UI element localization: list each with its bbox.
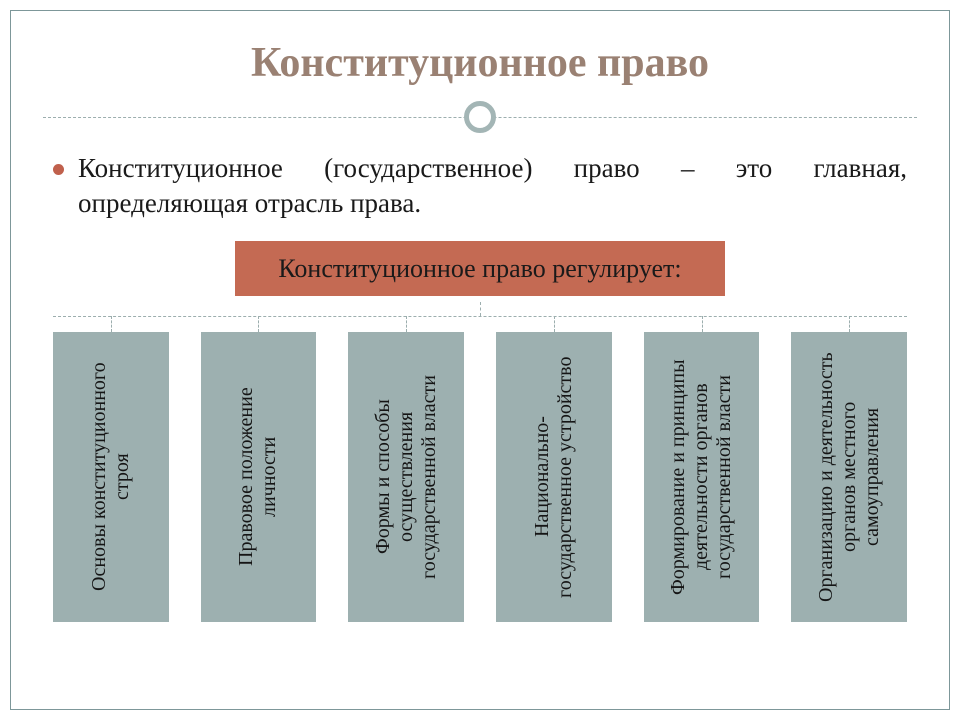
definition-text: Конституционное (государственное) право … <box>78 151 907 221</box>
child-label: Правовое положение личности <box>231 337 285 617</box>
child-connector <box>849 316 850 332</box>
child-connector <box>554 316 555 332</box>
connector-stem <box>480 302 481 316</box>
bullet-icon <box>53 164 64 175</box>
child-label: Формирование и принципы деятельности орг… <box>663 337 740 617</box>
child-connector <box>258 316 259 332</box>
child-label: Организацию и деятельность органов местн… <box>811 337 888 617</box>
child-node: Основы конституционного строя <box>53 332 169 622</box>
child-label: Основы конституционного строя <box>84 337 138 617</box>
child-connector <box>406 316 407 332</box>
children-row: Основы конституционного строя Правовое п… <box>53 332 907 622</box>
child-node: Национально-государственное устройство <box>496 332 612 622</box>
child-node: Правовое положение личности <box>201 332 317 622</box>
hierarchy-diagram: Конституционное право регулирует: Основы… <box>53 241 907 622</box>
child-node: Организацию и деятельность органов местн… <box>791 332 907 622</box>
child-connector <box>111 316 112 332</box>
divider-circle-icon <box>464 101 496 133</box>
child-label: Формы и способы осуществления государств… <box>368 337 445 617</box>
child-label: Национально-государственное устройство <box>527 337 581 617</box>
title-divider <box>43 99 917 135</box>
root-node: Конституционное право регулирует: <box>235 241 725 296</box>
slide-title: Конституционное право <box>11 11 949 99</box>
child-connector <box>702 316 703 332</box>
connector-horizontal <box>53 316 907 317</box>
child-node: Формы и способы осуществления государств… <box>348 332 464 622</box>
child-node: Формирование и принципы деятельности орг… <box>644 332 760 622</box>
connector-zone <box>53 302 907 332</box>
slide-frame: Конституционное право Конституционное (г… <box>10 10 950 710</box>
definition-block: Конституционное (государственное) право … <box>11 135 949 221</box>
